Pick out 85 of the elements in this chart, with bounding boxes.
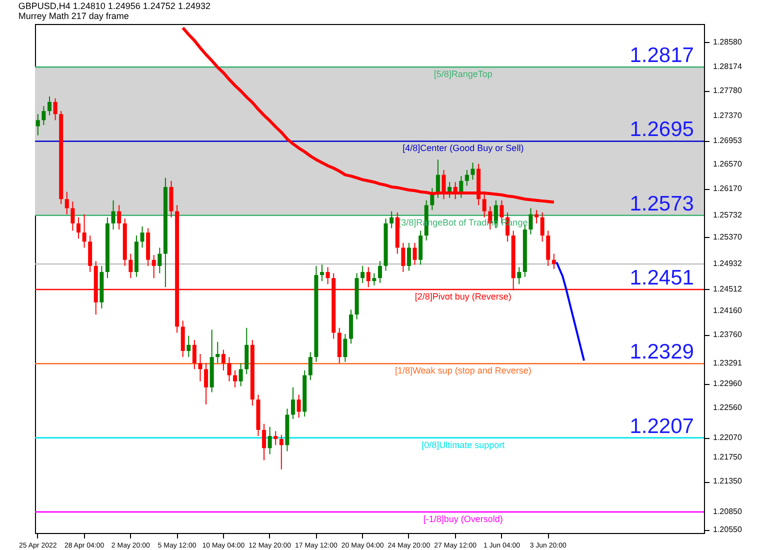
y-tick-label: 1.27370 <box>713 110 742 120</box>
candlestick <box>436 159 440 198</box>
y-tick-label: 1.23291 <box>713 358 742 368</box>
candlestick <box>192 340 196 370</box>
candlestick <box>372 272 376 286</box>
candlestick <box>528 208 533 235</box>
candlestick <box>221 349 226 371</box>
candlestick <box>158 247 162 274</box>
candlestick <box>117 204 122 230</box>
y-tick-label: 1.27780 <box>713 86 742 95</box>
candlestick <box>186 335 191 358</box>
y-tick-label: 1.23760 <box>713 330 742 340</box>
candlestick <box>238 362 243 387</box>
ref-line-label: [0/8]Ultimate support <box>422 440 506 450</box>
y-tick-label: 1.24160 <box>713 306 742 315</box>
candlestick <box>517 266 522 285</box>
candlestick <box>534 210 539 224</box>
ref-line-label: [1/8]Weak sup (stop and Reverse) <box>394 366 532 376</box>
candlestick <box>198 354 202 382</box>
y-tick-label: 1.20850 <box>713 506 742 516</box>
y-tick-label: 1.24512 <box>713 284 742 294</box>
candlestick <box>296 394 301 418</box>
candlestick <box>470 162 475 180</box>
text: 1.2573 <box>630 192 694 216</box>
y-tick-label: 1.21350 <box>713 476 742 486</box>
candlestick <box>42 106 46 126</box>
candlestick <box>406 242 411 272</box>
candlestick <box>227 356 232 382</box>
y-tick-label: 1.22960 <box>713 378 742 388</box>
text: 1.2695 <box>630 118 694 142</box>
candlestick <box>412 242 417 266</box>
y-tick-label: 1.24932 <box>713 258 742 268</box>
candlestick <box>82 214 86 248</box>
text: 1.2817 <box>630 44 694 68</box>
y-tick-label: 1.28580 <box>713 37 742 46</box>
text: 1.2451 <box>630 266 694 290</box>
y-tick-label: 1.26953 <box>713 136 742 146</box>
y-tick-label: 1.28174 <box>713 62 742 72</box>
candlestick <box>464 169 469 186</box>
candlestick <box>53 98 58 121</box>
candlestick <box>366 266 370 288</box>
text: 1.2329 <box>630 340 694 364</box>
candlestick <box>128 253 133 279</box>
candlestick <box>279 434 284 470</box>
chart-subtitle: Murrey Math 217 day frame <box>18 11 129 21</box>
y-tick-label: 1.20550 <box>713 525 742 534</box>
candlestick <box>36 114 40 136</box>
candlestick <box>47 96 52 116</box>
candlestick <box>204 362 208 405</box>
ref-line-label: [2/8]Pivot buy (Reverse) <box>414 291 512 302</box>
candlestick <box>64 191 69 215</box>
candlestick <box>70 201 75 232</box>
candlestick <box>343 333 348 362</box>
candlestick <box>216 341 220 364</box>
y-tick-label: 1.21750 <box>713 452 742 462</box>
y-tick-label: 1.25732 <box>713 210 742 220</box>
candlestick <box>291 386 296 420</box>
candlestick <box>233 370 238 388</box>
candlestick <box>390 210 394 229</box>
y-tick-label: 1.26570 <box>713 159 742 168</box>
candlestick <box>308 352 312 381</box>
ref-line-label: [4/8]Center (Good Buy or Sell) <box>402 143 524 154</box>
candlestick <box>152 254 156 279</box>
text: 1.2207 <box>630 414 694 438</box>
candlestick <box>401 242 406 272</box>
candlestick <box>274 430 278 446</box>
candlestick <box>111 200 116 230</box>
candlestick <box>326 266 330 285</box>
y-tick-label: 1.22070 <box>713 432 742 442</box>
candlestick <box>540 212 544 242</box>
candlestick <box>76 216 80 240</box>
candlestick <box>262 423 266 461</box>
candlestick <box>268 426 272 455</box>
ref-line-label: [5/8]RangeTop <box>434 69 492 80</box>
candlestick <box>360 265 365 284</box>
y-tick-label: 1.26170 <box>713 184 742 193</box>
chart-title: GBPUSD,H4 1.24810 1.24956 1.24752 1.24932 <box>18 1 210 11</box>
candlestick <box>378 260 382 284</box>
ref-line-label: [-1/8]buy (Oversold) <box>423 514 503 524</box>
y-tick-label: 1.22560 <box>713 403 742 412</box>
candlestick <box>442 169 446 200</box>
candlestick <box>552 253 556 270</box>
candlestick <box>320 264 324 282</box>
candlestick <box>140 226 144 248</box>
y-tick-label: 1.25370 <box>713 232 742 242</box>
